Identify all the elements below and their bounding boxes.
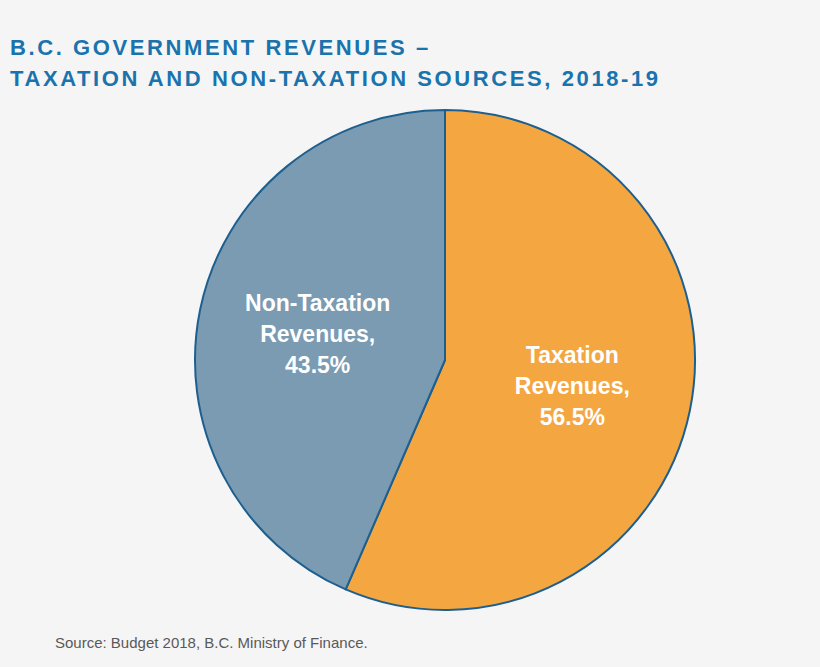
chart: B.C. GOVERNMENT REVENUES –TAXATION AND N… bbox=[0, 0, 820, 667]
slice-category-label: Non-TaxationRevenues, bbox=[245, 290, 390, 347]
labels: TaxationRevenues, 56.5% Non-TaxationRevenu… bbox=[245, 290, 630, 431]
slices bbox=[195, 110, 695, 610]
slice-value-label: 56.5% bbox=[540, 404, 605, 430]
slice-value-label: 43.5% bbox=[285, 352, 350, 378]
pie-slice bbox=[195, 110, 445, 589]
slice-category-label: TaxationRevenues, bbox=[515, 342, 630, 399]
source-note: Source: Budget 2018, B.C. Ministry of Fi… bbox=[55, 634, 368, 651]
background bbox=[0, 0, 820, 667]
title: B.C. GOVERNMENT REVENUES –TAXATION AND N… bbox=[10, 35, 661, 91]
